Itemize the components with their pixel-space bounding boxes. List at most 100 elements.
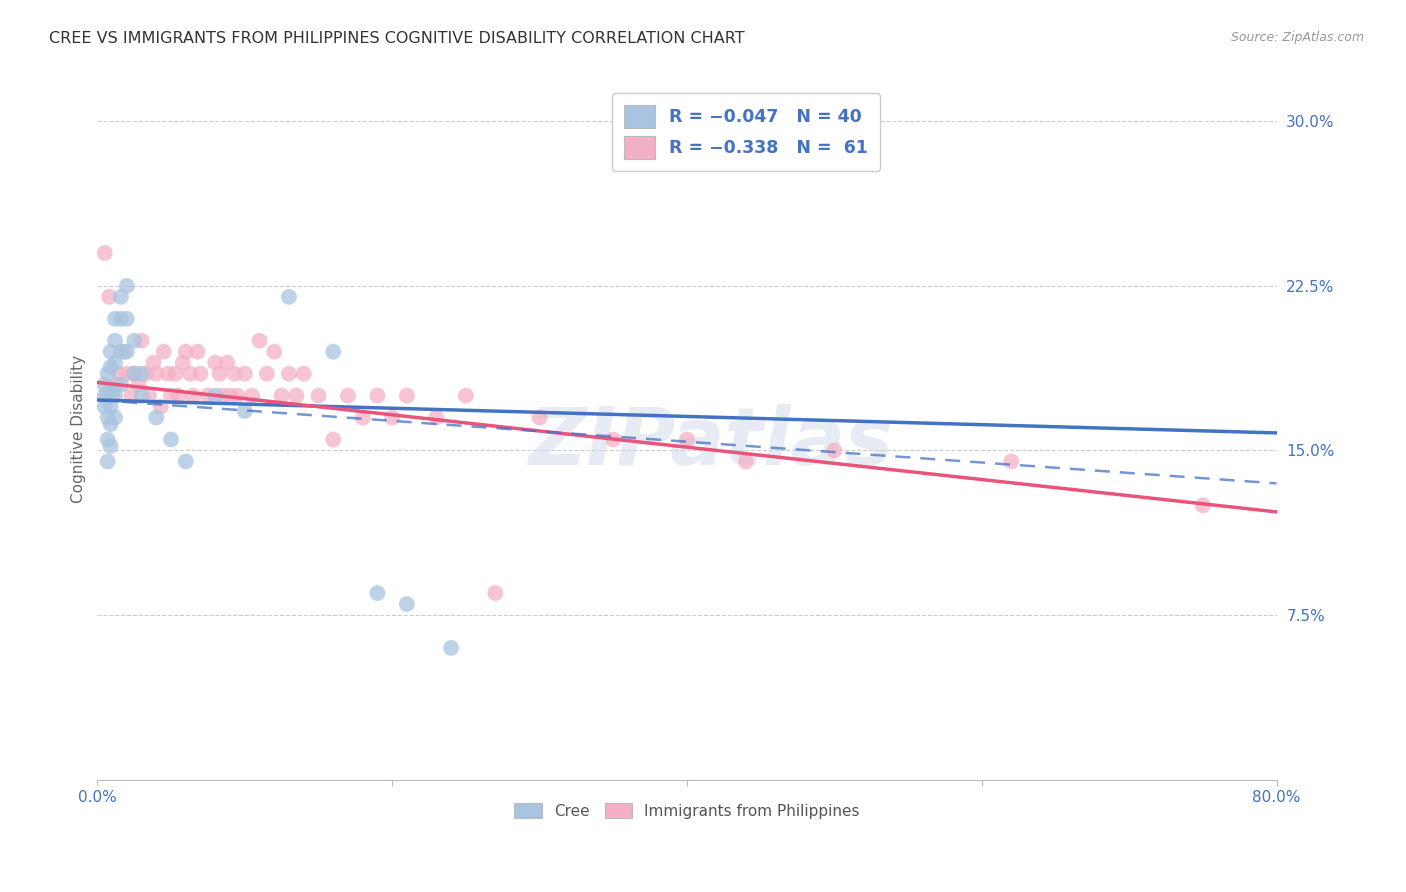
Point — [104, 389, 127, 403]
Point — [352, 410, 374, 425]
Point — [190, 367, 212, 381]
Point — [98, 290, 121, 304]
Point — [110, 344, 132, 359]
Point — [187, 344, 209, 359]
Point — [115, 279, 138, 293]
Point — [160, 433, 183, 447]
Y-axis label: Cognitive Disability: Cognitive Disability — [72, 354, 86, 502]
Point — [204, 356, 226, 370]
Text: CREE VS IMMIGRANTS FROM PHILIPPINES COGNITIVE DISABILITY CORRELATION CHART: CREE VS IMMIGRANTS FROM PHILIPPINES COGN… — [49, 31, 745, 46]
Point — [454, 389, 477, 403]
Point — [233, 404, 256, 418]
Point — [142, 356, 165, 370]
Point — [179, 367, 201, 381]
Point — [100, 439, 122, 453]
Point — [366, 586, 388, 600]
Point — [93, 400, 115, 414]
Point — [93, 389, 115, 403]
Point — [735, 454, 758, 468]
Point — [204, 389, 226, 403]
Point — [484, 586, 506, 600]
Point — [138, 389, 160, 403]
Point — [152, 344, 174, 359]
Point — [270, 389, 292, 403]
Point — [278, 367, 301, 381]
Point — [97, 389, 120, 403]
Point — [145, 410, 167, 425]
Point — [1192, 499, 1215, 513]
Point — [122, 334, 145, 348]
Point — [381, 410, 404, 425]
Point — [104, 311, 127, 326]
Point — [131, 367, 153, 381]
Point — [240, 389, 263, 403]
Point — [174, 454, 197, 468]
Point — [285, 389, 308, 403]
Point — [425, 410, 447, 425]
Point — [215, 356, 238, 370]
Point — [249, 334, 271, 348]
Point — [322, 433, 344, 447]
Point — [104, 356, 127, 370]
Point — [226, 389, 249, 403]
Point — [108, 367, 131, 381]
Point — [307, 389, 329, 403]
Point — [101, 389, 124, 403]
Point — [93, 377, 115, 392]
Point — [145, 367, 167, 381]
Point — [100, 417, 122, 431]
Point — [157, 367, 180, 381]
Point — [110, 377, 132, 392]
Point — [219, 389, 242, 403]
Point — [1000, 454, 1022, 468]
Point — [292, 367, 315, 381]
Point — [112, 344, 135, 359]
Point — [128, 377, 150, 392]
Point — [131, 389, 153, 403]
Point — [172, 356, 194, 370]
Point — [676, 433, 699, 447]
Point — [149, 400, 172, 414]
Point — [224, 367, 246, 381]
Point — [100, 400, 122, 414]
Point — [336, 389, 359, 403]
Point — [181, 389, 204, 403]
Point — [104, 410, 127, 425]
Point — [110, 290, 132, 304]
Point — [823, 443, 845, 458]
Point — [97, 454, 120, 468]
Point — [529, 410, 551, 425]
Point — [104, 334, 127, 348]
Point — [602, 433, 624, 447]
Point — [110, 311, 132, 326]
Point — [115, 311, 138, 326]
Point — [366, 389, 388, 403]
Point — [160, 389, 183, 403]
Point — [93, 246, 115, 260]
Text: Source: ZipAtlas.com: Source: ZipAtlas.com — [1230, 31, 1364, 45]
Legend: Cree, Immigrants from Philippines: Cree, Immigrants from Philippines — [508, 797, 866, 824]
Point — [97, 410, 120, 425]
Point — [100, 382, 122, 396]
Point — [115, 367, 138, 381]
Point — [115, 344, 138, 359]
Point — [211, 389, 233, 403]
Point — [122, 367, 145, 381]
Point — [120, 389, 142, 403]
Point — [131, 334, 153, 348]
Point — [97, 433, 120, 447]
Point — [395, 389, 418, 403]
Point — [100, 344, 122, 359]
Point — [263, 344, 285, 359]
Point — [165, 367, 187, 381]
Point — [174, 344, 197, 359]
Point — [208, 367, 231, 381]
Point — [395, 597, 418, 611]
Point — [135, 367, 157, 381]
Point — [278, 290, 301, 304]
Point — [167, 389, 190, 403]
Point — [100, 360, 122, 375]
Point — [105, 377, 128, 392]
Point — [122, 367, 145, 381]
Point — [440, 640, 463, 655]
